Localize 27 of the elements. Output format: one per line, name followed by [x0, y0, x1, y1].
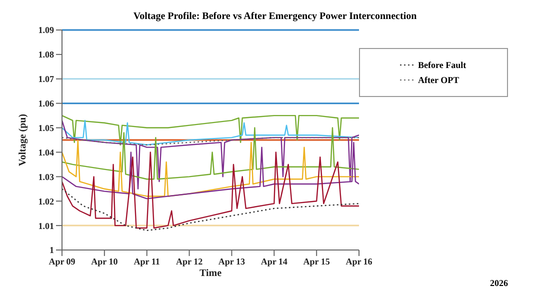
y-tick-label: 1.07: [38, 74, 54, 84]
y-tick-label: 1: [50, 245, 54, 256]
y-tick-label: 1.03: [38, 172, 54, 182]
chart-title: Voltage Profile: Before vs After Emergency Power Interconnection: [132, 11, 418, 22]
x-tick-label: Apr 13: [218, 256, 246, 266]
x-tick-label: Apr 09: [48, 256, 76, 266]
line-series: [62, 120, 359, 146]
y-tick-label: 1.05: [38, 122, 54, 133]
x-axis-title: Time: [199, 268, 222, 279]
y-tick-label: 1.06: [38, 98, 54, 109]
y-tick-label: 1.01: [38, 220, 54, 231]
line-series: [62, 152, 359, 229]
y-tick-label: 1.09: [38, 25, 54, 36]
x-tick-label: Apr 16: [346, 256, 373, 266]
x-tick-label: Apr 10: [91, 256, 118, 266]
x-tick-label: Apr 11: [134, 256, 160, 266]
legend-label: Before Fault: [418, 60, 466, 70]
y-tick-label: 1.08: [38, 50, 54, 60]
y-axis-title: Voltage (pu): [18, 114, 29, 166]
x-tick-label: Apr 14: [260, 256, 288, 266]
line-series: [62, 188, 359, 232]
legend-label: After OPT: [418, 75, 460, 85]
x-tick-label: Apr 12: [176, 256, 204, 266]
y-tick-label: 1.02: [38, 196, 54, 206]
text: 2026: [490, 278, 508, 288]
x-tick-label: Apr 15: [303, 256, 330, 266]
y-tick-label: 1.04: [38, 147, 54, 158]
